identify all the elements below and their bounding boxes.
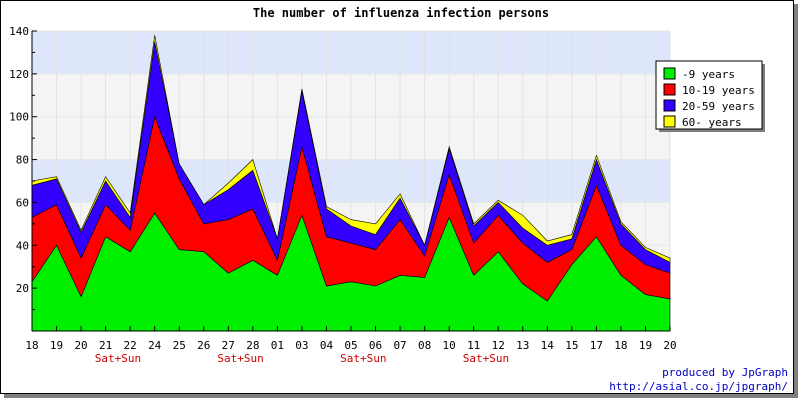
x-tick-label: 03 [295, 339, 308, 352]
credit-link[interactable]: http://asial.co.jp/jpgraph/ [609, 380, 788, 393]
y-tick-label: 120 [9, 68, 29, 81]
x-tick-label: 26 [197, 339, 210, 352]
x-tick-label: 17 [590, 339, 603, 352]
y-tick-label: 40 [16, 239, 29, 252]
chart-title: The number of influenza infection person… [253, 6, 549, 20]
x-tick-label: 24 [148, 339, 162, 352]
legend-label-1: -9 years [682, 68, 735, 81]
y-tick-label: 20 [16, 282, 29, 295]
weekend-label: Sat+Sun [463, 352, 509, 365]
x-tick-label: 20 [663, 339, 676, 352]
legend-swatch-3 [663, 99, 676, 112]
legend-label-2: 10-19 years [682, 84, 755, 97]
y-tick-label: 100 [9, 111, 29, 124]
x-tick-label: 07 [393, 339, 406, 352]
chart-frame: The number of influenza infection person… [0, 0, 794, 394]
x-tick-label: 05 [344, 339, 357, 352]
area-4 [31, 35, 671, 263]
x-tick-label: 11 [467, 339, 480, 352]
legend-label-4: 60- years [682, 116, 742, 129]
weekend-label: Sat+Sun [95, 352, 141, 365]
x-tick-label: 20 [74, 339, 87, 352]
legend-swatch-4 [663, 115, 676, 128]
x-tick-label: 27 [222, 339, 235, 352]
weekend-label: Sat+Sun [217, 352, 263, 365]
legend-swatch-2 [663, 83, 676, 96]
x-tick-label: 28 [246, 339, 259, 352]
x-tick-label: 01 [271, 339, 284, 352]
x-tick-label: 13 [516, 339, 529, 352]
x-tick-label: 18 [25, 339, 38, 352]
x-tick-label: 21 [99, 339, 112, 352]
x-tick-label: 22 [124, 339, 137, 352]
x-tick-label: 06 [369, 339, 382, 352]
legend-swatch-1 [663, 67, 676, 80]
y-tick-label: 80 [16, 154, 29, 167]
x-tick-label: 10 [443, 339, 456, 352]
x-tick-label: 18 [614, 339, 627, 352]
y-tick-label: 140 [9, 25, 29, 38]
x-tick-label: 19 [639, 339, 652, 352]
y-tick-label: 60 [16, 196, 29, 209]
x-tick-label: 14 [541, 339, 555, 352]
x-tick-label: 04 [320, 339, 334, 352]
legend: -9 years 10-19 years 20-59 years 60- years [655, 60, 765, 132]
credit-line-1: produced by JpGraph [662, 366, 788, 379]
x-tick-label: 12 [492, 339, 505, 352]
axes: 20 40 60 80 100 120 140 18 19 20 21 22 24 25 26 27 28 01 0… [9, 25, 677, 365]
x-tick-label: 08 [418, 339, 431, 352]
legend-label-3: 20-59 years [682, 100, 755, 113]
x-tick-label: 19 [50, 339, 63, 352]
x-tick-label: 25 [173, 339, 186, 352]
weekend-label: Sat+Sun [340, 352, 386, 365]
x-tick-label: 15 [565, 339, 578, 352]
